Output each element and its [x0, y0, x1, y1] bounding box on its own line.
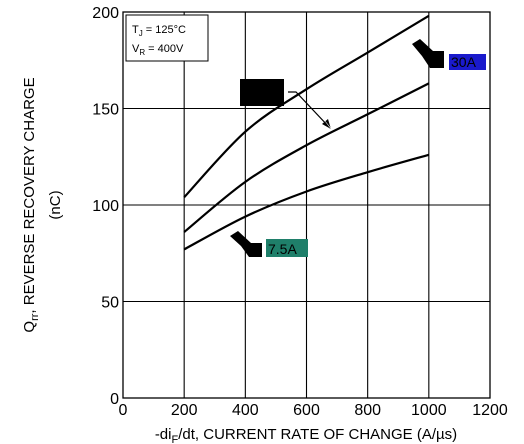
series-7-5a-label: 7.5A	[268, 241, 297, 257]
conditions-box: TJ = 125°C VR = 400V	[125, 14, 209, 62]
x-tick-label: 800	[354, 402, 381, 419]
x-tick-label: 1200	[472, 402, 508, 419]
grid	[123, 12, 490, 398]
series-lines	[183, 14, 430, 251]
middle-series-pointer-arrow	[288, 91, 331, 129]
x-tick-label: 200	[171, 402, 198, 419]
series-7-5a-arrow	[230, 231, 262, 257]
x-tick-label: 600	[293, 402, 320, 419]
middle-series-label-block	[240, 79, 284, 106]
series-7-5a-label-bg	[266, 239, 308, 257]
series-30a-arrow	[412, 39, 444, 68]
tj-condition: TJ = 125°C	[132, 24, 186, 38]
x-tick-label: 0	[119, 402, 128, 419]
vr-condition: VR = 400V	[132, 43, 184, 57]
y-tick-label: 0	[110, 391, 119, 408]
series-30a-label: 30A	[451, 54, 477, 70]
x-tick-label: 400	[232, 402, 259, 419]
y-axis-title-line1: Qrr, REVERSE RECOVERY CHARGE	[21, 77, 41, 332]
y-tick-label: 200	[92, 5, 119, 22]
series-line-0	[183, 14, 430, 199]
y-axis-title-line2: (nC)	[47, 190, 64, 219]
y-tick-label: 100	[92, 198, 119, 215]
series-line-1	[183, 82, 430, 233]
plot-frame	[122, 11, 491, 399]
x-tick-label: 1000	[411, 402, 447, 419]
y-tick-label: 150	[92, 102, 119, 119]
y-axis-title: Qrr, REVERSE RECOVERY CHARGE (nC)	[21, 77, 64, 332]
x-axis-title: -diF/dt, CURRENT RATE OF CHANGE (A/µs)	[155, 426, 457, 444]
series-line-2	[183, 153, 430, 251]
y-tick-label: 50	[101, 295, 119, 312]
y-tick-labels: 0 50 100 150 200	[92, 5, 119, 408]
x-tick-labels: 0 200 400 600 800 1000 1200	[119, 402, 508, 419]
series-30a-label-bg	[449, 54, 486, 70]
